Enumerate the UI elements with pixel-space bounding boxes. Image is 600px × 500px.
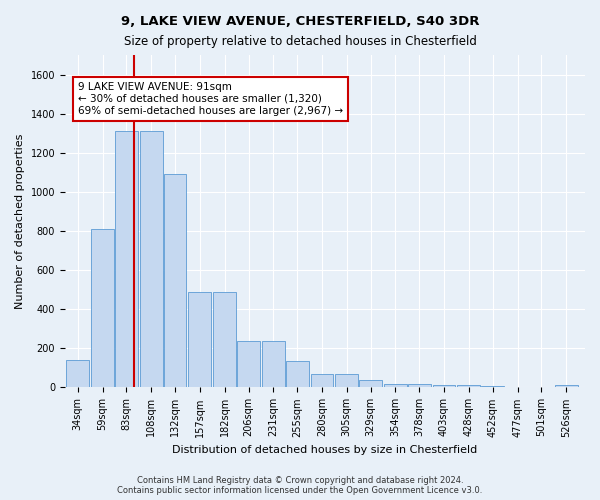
Text: 9 LAKE VIEW AVENUE: 91sqm
← 30% of detached houses are smaller (1,320)
69% of se: 9 LAKE VIEW AVENUE: 91sqm ← 30% of detac…: [78, 82, 343, 116]
Bar: [237, 342, 260, 388]
Bar: [262, 342, 285, 388]
Bar: [433, 386, 455, 388]
Bar: [286, 361, 308, 388]
Y-axis label: Number of detached properties: Number of detached properties: [15, 134, 25, 309]
Bar: [188, 292, 211, 388]
Bar: [140, 132, 163, 388]
Bar: [530, 387, 553, 388]
Bar: [384, 384, 407, 388]
Bar: [91, 229, 114, 388]
X-axis label: Distribution of detached houses by size in Chesterfield: Distribution of detached houses by size …: [172, 445, 478, 455]
Bar: [457, 386, 480, 388]
Bar: [335, 374, 358, 388]
Bar: [555, 384, 578, 388]
Bar: [359, 380, 382, 388]
Text: 9, LAKE VIEW AVENUE, CHESTERFIELD, S40 3DR: 9, LAKE VIEW AVENUE, CHESTERFIELD, S40 3…: [121, 15, 479, 28]
Bar: [481, 386, 504, 388]
Text: Contains HM Land Registry data © Crown copyright and database right 2024.
Contai: Contains HM Land Registry data © Crown c…: [118, 476, 482, 495]
Bar: [67, 360, 89, 388]
Bar: [213, 292, 236, 388]
Bar: [408, 384, 431, 388]
Bar: [311, 374, 334, 388]
Bar: [115, 132, 138, 388]
Bar: [164, 174, 187, 388]
Text: Size of property relative to detached houses in Chesterfield: Size of property relative to detached ho…: [124, 35, 476, 48]
Bar: [506, 387, 529, 388]
